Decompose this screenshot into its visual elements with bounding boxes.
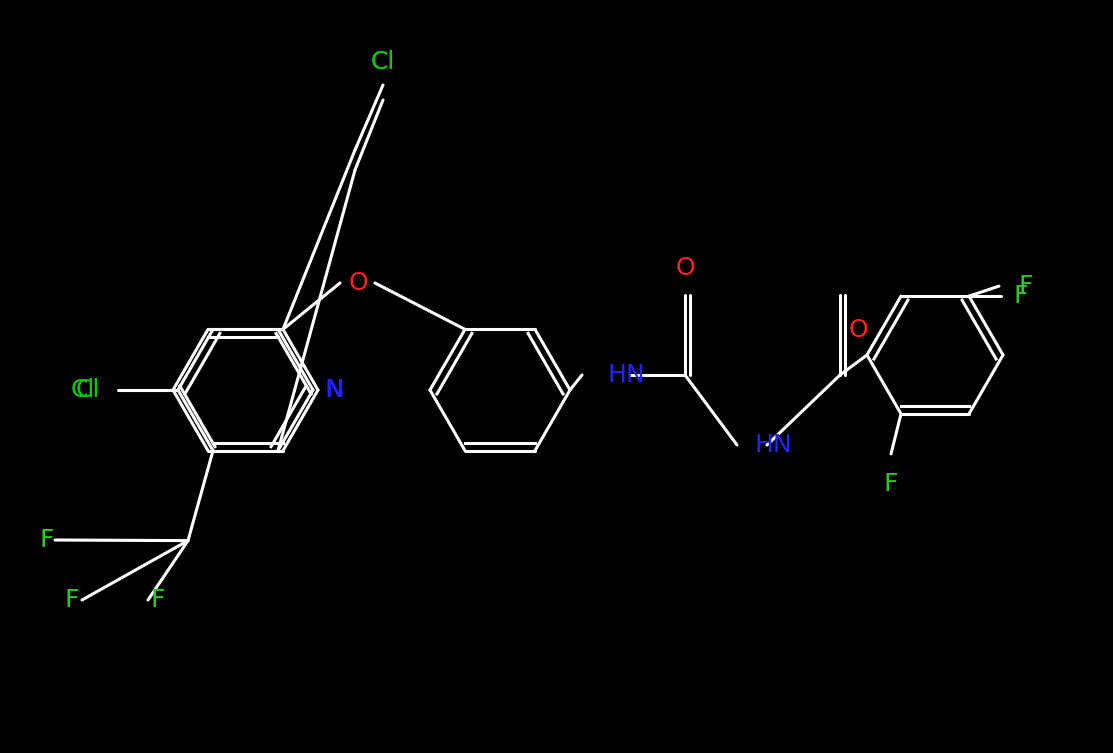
Text: F: F (1014, 284, 1028, 308)
Text: O: O (848, 318, 868, 342)
Text: Cl: Cl (371, 50, 395, 74)
Text: F: F (884, 472, 898, 496)
Text: Cl: Cl (371, 50, 395, 74)
Text: Cl: Cl (76, 378, 100, 402)
Text: F: F (40, 528, 55, 552)
Text: F: F (65, 588, 79, 612)
Text: N: N (326, 378, 345, 402)
Text: O: O (676, 256, 695, 280)
Text: O: O (348, 271, 367, 295)
Text: Cl: Cl (70, 378, 95, 402)
Text: HN: HN (608, 363, 646, 387)
Text: HN: HN (755, 433, 792, 457)
Text: F: F (1020, 274, 1034, 298)
Text: F: F (150, 588, 165, 612)
Text: N: N (325, 378, 344, 402)
